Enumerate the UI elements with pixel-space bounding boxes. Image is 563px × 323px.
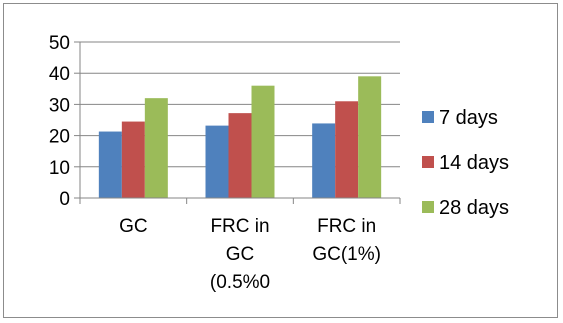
bar-14-days-1 [228,113,252,198]
bar-7-days-1 [205,125,229,198]
legend-swatch-28-days [422,201,434,213]
bar-7-days-2 [312,123,336,198]
category-label: GC(1%) [312,244,381,265]
bars [98,76,382,198]
category-label: (0.5%0 [210,272,270,293]
y-tick-label: 0 [59,189,70,210]
axes [74,41,401,204]
legend-swatch-14-days [422,156,434,168]
bar-28-days-2 [358,76,382,198]
legend-label: 7 days [439,107,498,129]
legend-label: 14 days [439,152,509,174]
y-tick-label: 50 [49,33,70,54]
bar-14-days-0 [121,121,145,198]
y-tick-labels: 0 10 20 30 40 50 [49,33,70,210]
legend-label: 28 days [439,197,509,219]
category-labels: GC FRC in GC (0.5%0 FRC in GC(1%) [119,216,381,293]
y-tick-label: 10 [49,158,70,179]
y-tick-label: 20 [49,127,70,148]
chart-frame [3,3,558,318]
y-tick-label: 30 [49,95,70,116]
y-tick-label: 40 [49,64,70,85]
bar-7-days-0 [98,131,122,198]
category-label: GC [226,244,255,265]
category-label: GC [119,216,148,237]
legend: 7 days 14 days 28 days [422,107,509,219]
bar-14-days-2 [335,101,359,198]
category-label: FRC in [210,216,269,237]
legend-swatch-7-days [422,111,434,123]
category-label: FRC in [317,216,376,237]
bar-28-days-1 [251,85,275,198]
bar-28-days-0 [144,98,168,198]
